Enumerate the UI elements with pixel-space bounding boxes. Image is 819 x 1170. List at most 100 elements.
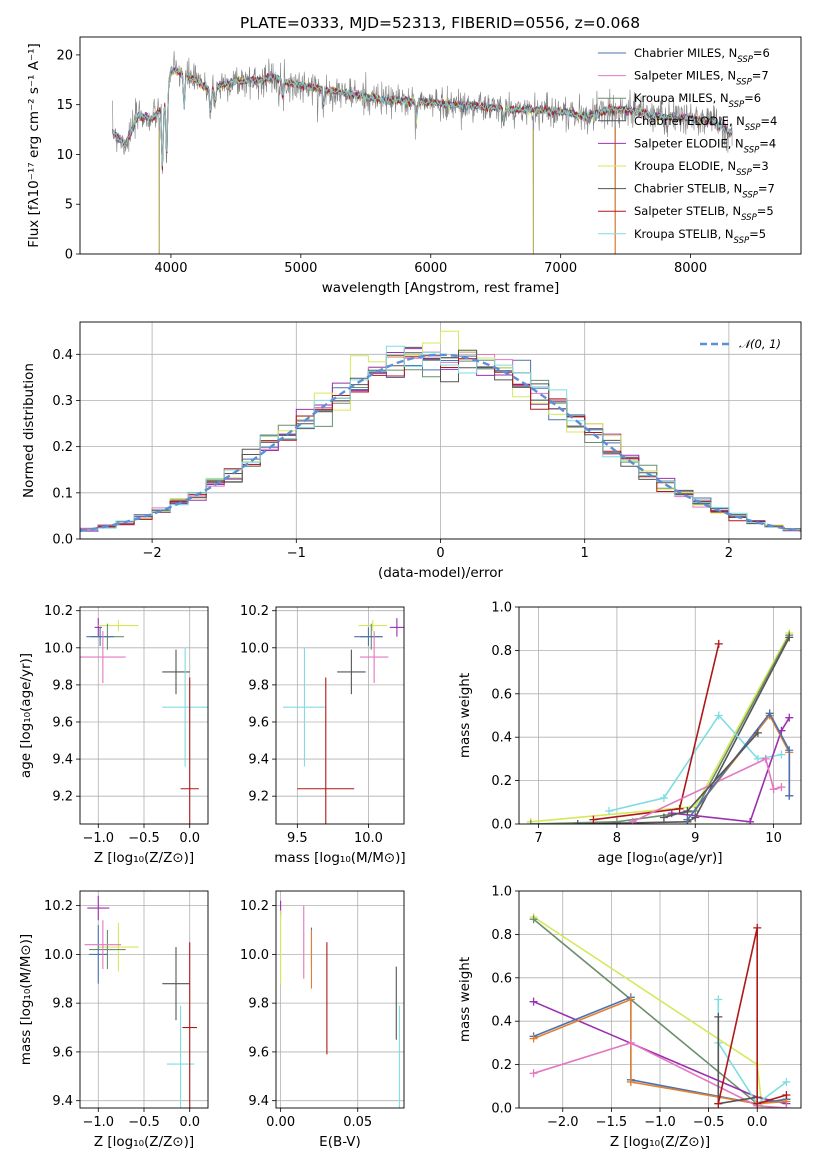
y-tick-label: 0.1 (52, 486, 73, 501)
weight-point-marker (529, 997, 538, 1006)
y-axis-label: Flux [fλ10⁻¹⁷ erg cm⁻² s⁻¹ A⁻¹] (26, 43, 42, 248)
weight-point-marker (529, 915, 538, 924)
x-axis-label: mass [log₁₀(M/M⊙)] (274, 850, 405, 866)
legend-entry: Salpeter MILES, NSSP=7 (634, 69, 769, 88)
y-axis-label: age [log₁₀(age/yr)] (18, 653, 34, 778)
x-tick-label: 8 (613, 831, 621, 846)
weight-point-marker (714, 639, 723, 648)
legend-entry: Kroupa ELODIE, NSSP=3 (634, 159, 769, 178)
weight-point-marker (714, 1012, 723, 1021)
y-tick-label: 10.0 (44, 641, 73, 656)
histogram-step (80, 345, 801, 539)
y-tick-label: 0.2 (491, 774, 512, 789)
x-tick-label: −1 (287, 546, 306, 561)
x-tick-label: 0.05 (343, 1115, 372, 1130)
x-tick-label: −1.0 (644, 1115, 676, 1130)
x-axis-label: (data-model)/error (378, 565, 504, 581)
figure-title: PLATE=0333, MJD=52313, FIBERID=0556, z=0… (240, 14, 640, 32)
legend-entry: 𝒩(0, 1) (739, 337, 781, 351)
x-tick-label: −0.5 (128, 831, 160, 846)
spectrum-legend: Chabrier MILES, NSSP=6 Salpeter MILES, NS… (598, 46, 777, 246)
axes-frame (79, 890, 209, 1109)
weight-point-marker (761, 754, 770, 763)
weight-point-marker (777, 750, 786, 759)
y-tick-label: 0.6 (491, 971, 512, 986)
x-tick-label: −2 (143, 546, 162, 561)
plot-area (80, 322, 801, 539)
panel-spectrum: 4000 5000 6000 7000 8000 0 5 10 15 20 wavelength [… (26, 36, 802, 296)
x-axis-label: age [log₁₀(age/yr)] (597, 850, 722, 866)
weight-point-marker (714, 711, 723, 720)
y-axis-label: Normed distribution (21, 363, 37, 498)
weight-point-marker (526, 820, 535, 824)
x-tick-label: 4000 (154, 261, 187, 276)
axes-frame (79, 321, 802, 540)
axes-frame (79, 606, 209, 825)
y-tick-label: 10.0 (44, 948, 73, 963)
x-tick-label: 1 (581, 546, 589, 561)
x-axis-label: wavelength [Angstrom, rest frame] (322, 280, 560, 296)
legend-entry: Chabrier STELIB, NSSP=7 (634, 182, 775, 201)
x-tick-label: 0.00 (266, 1115, 295, 1130)
y-tick-label: 0.2 (491, 1058, 512, 1073)
y-tick-label: 10.0 (240, 641, 269, 656)
y-tick-label: 10.2 (240, 604, 269, 619)
weight-point-marker (753, 923, 762, 932)
y-tick-label: 9.8 (52, 678, 73, 693)
y-tick-label: 0.4 (491, 1015, 512, 1030)
weight-point-marker (785, 791, 794, 800)
panel-age-vs-Z: −1.0 −0.5 0.0 9.2 9.4 9.6 9.8 10.0 10.2 Z [log₁₀(… (18, 604, 209, 866)
weight-point-marker (765, 709, 774, 718)
x-tick-label: 9.5 (287, 831, 308, 846)
weight-point-marker (753, 728, 762, 737)
weight-series-line (717, 999, 787, 1105)
y-tick-label: 9.6 (248, 1045, 269, 1060)
weight-point-marker (714, 995, 723, 1004)
y-tick-label: 9.8 (248, 678, 269, 693)
weight-point-marker (777, 783, 786, 792)
y-tick-label: 0.0 (52, 533, 73, 548)
x-tick-label: 6000 (414, 261, 447, 276)
gaussian-curve (80, 353, 801, 533)
weight-point-marker (683, 815, 692, 824)
weight-point-marker (785, 633, 794, 642)
weight-point-marker (659, 813, 668, 822)
axes-frame (275, 890, 405, 1109)
y-tick-label: 10.2 (44, 604, 73, 619)
y-tick-label: 1.0 (491, 885, 512, 900)
weight-point-marker (746, 817, 755, 824)
y-tick-label: 10.2 (240, 899, 269, 914)
x-tick-label: −2.0 (547, 1115, 579, 1130)
y-tick-label: 0.2 (52, 440, 73, 455)
legend-entry: Chabrier MILES, NSSP=6 (634, 46, 770, 65)
weight-point-marker (785, 746, 794, 755)
weight-series-line (530, 634, 791, 824)
y-tick-label: 9.2 (248, 790, 269, 805)
x-tick-label: 0 (436, 546, 444, 561)
x-tick-label: 8000 (674, 261, 707, 276)
y-axis-label: mass weight (457, 957, 473, 1042)
weight-point-marker (714, 1099, 723, 1108)
weight-series-line (593, 643, 720, 821)
panel-mass-vs-Z: −1.0 −0.5 0.0 9.4 9.6 9.8 10.0 10.2 Z [log₁₀(Z/Z… (18, 890, 209, 1150)
x-axis-label: E(B-V) (319, 1134, 361, 1150)
y-axis-label: mass weight (457, 673, 473, 758)
x-tick-label: 10.0 (354, 831, 383, 846)
histogram-step (80, 351, 801, 539)
y-tick-label: 0.8 (491, 644, 512, 659)
axes-frame (518, 890, 802, 1109)
weight-point-marker (589, 815, 598, 824)
y-tick-label: 20 (56, 48, 73, 63)
x-tick-label: −1.0 (82, 831, 114, 846)
y-tick-label: 10.0 (240, 948, 269, 963)
weight-point-marker (529, 1034, 538, 1043)
axes-frame (275, 606, 405, 825)
x-tick-label: 10 (765, 831, 782, 846)
weight-point-marker (691, 813, 700, 822)
y-axis-label: mass [log₁₀(M/M⊙)] (18, 934, 34, 1065)
weight-series-line (671, 717, 790, 823)
y-tick-label: 9.4 (248, 1094, 269, 1109)
weight-point-marker (626, 1077, 635, 1086)
weight-point-marker (769, 785, 778, 794)
y-tick-label: 9.6 (52, 715, 73, 730)
